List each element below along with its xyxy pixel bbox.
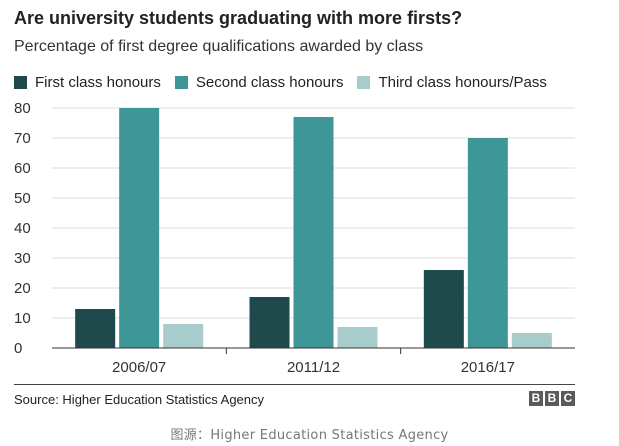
y-tick-label: 50 bbox=[14, 190, 31, 207]
bar bbox=[163, 324, 204, 348]
image-caption: 图源：Higher Education Statistics Agency bbox=[170, 428, 449, 443]
legend-item-second: Second class honours bbox=[174, 73, 344, 91]
y-tick-label: 40 bbox=[14, 220, 31, 237]
y-tick-label: 0 bbox=[14, 340, 22, 357]
bar bbox=[249, 297, 290, 348]
legend-swatch-second bbox=[174, 75, 188, 89]
legend-item-third: Third class honours/Pass bbox=[357, 73, 547, 91]
axes: 0 10 20 30 40 50 60 70 80 2006/07 2011/12 2016/17 bbox=[14, 100, 575, 375]
legend-label-second: Second class honours bbox=[195, 73, 344, 91]
legend-item-first: First class honours bbox=[14, 74, 161, 91]
bar bbox=[293, 117, 334, 348]
footer-divider bbox=[14, 384, 575, 385]
bar-chart: 0 10 20 30 40 50 60 70 80 2006/07 2011/12 2016/17 bbox=[14, 100, 575, 375]
legend-label-first: First class honours bbox=[35, 73, 161, 91]
y-tick-label: 70 bbox=[14, 130, 31, 147]
y-tick-label: 80 bbox=[14, 100, 31, 117]
bbc-logo-letter: B bbox=[529, 391, 543, 406]
legend-swatch-third bbox=[357, 75, 371, 89]
bbc-logo-letter: C bbox=[561, 391, 575, 406]
bbc-logo: B B C bbox=[527, 391, 575, 406]
bar bbox=[75, 309, 116, 348]
y-tick-label: 20 bbox=[14, 280, 31, 297]
x-tick-label: 2011/12 bbox=[287, 359, 340, 375]
bar bbox=[467, 138, 508, 348]
bbc-logo-letter: B bbox=[545, 391, 559, 406]
bars bbox=[75, 108, 552, 348]
bar bbox=[423, 270, 464, 348]
bar bbox=[337, 327, 378, 348]
x-tick-label: 2006/07 bbox=[112, 359, 166, 375]
bar bbox=[511, 333, 552, 348]
y-tick-label: 10 bbox=[14, 310, 31, 327]
y-tick-label: 30 bbox=[14, 250, 31, 267]
chart-title: Are university students graduating with … bbox=[14, 8, 463, 28]
source-note: Source: Higher Education Statistics Agen… bbox=[14, 392, 265, 407]
chart-subtitle: Percentage of first degree qualification… bbox=[14, 38, 424, 55]
legend-swatch-first bbox=[14, 75, 27, 89]
chart-legend: First class honours Second class honours… bbox=[14, 72, 561, 92]
bar bbox=[119, 108, 160, 348]
x-tick-label: 2016/17 bbox=[461, 359, 515, 375]
legend-label-third: Third class honours/Pass bbox=[378, 73, 547, 91]
y-tick-label: 60 bbox=[14, 160, 31, 177]
